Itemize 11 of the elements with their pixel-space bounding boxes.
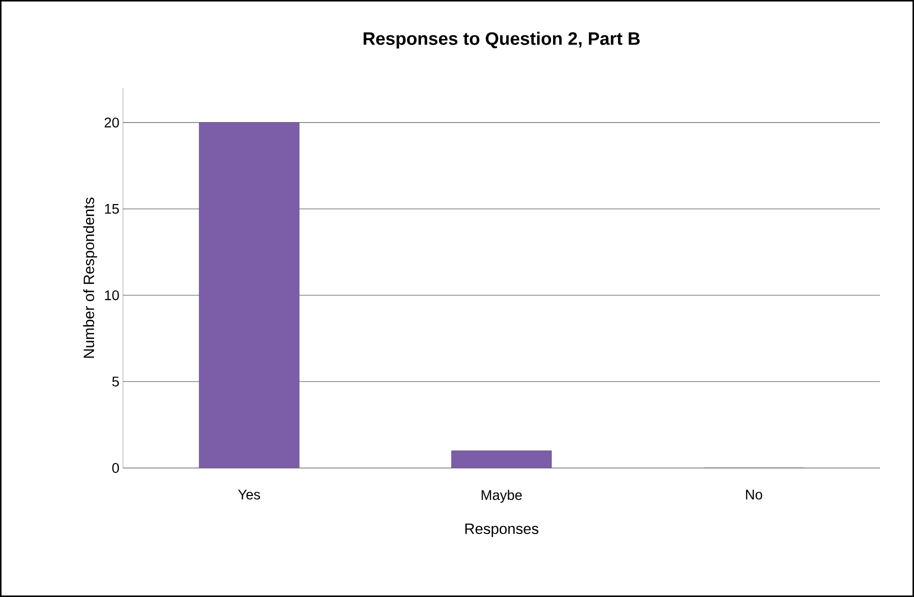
x-tick-label: Maybe [482, 490, 522, 503]
y-tick-label: 5 [112, 376, 119, 387]
y-tick-label: 10 [105, 290, 119, 300]
chart-title: Responses to Question 2, Part B [364, 32, 640, 48]
y-tick-label: 20 [104, 118, 119, 128]
x-tick-label: No [746, 490, 762, 500]
y-tick-label: 15 [105, 204, 119, 214]
x-tick-label: Yes [238, 490, 260, 500]
x-axis-title: Responses [465, 524, 538, 537]
y-tick-label: 0 [112, 463, 119, 473]
y-axis-title: Number of Respondents [83, 198, 98, 358]
